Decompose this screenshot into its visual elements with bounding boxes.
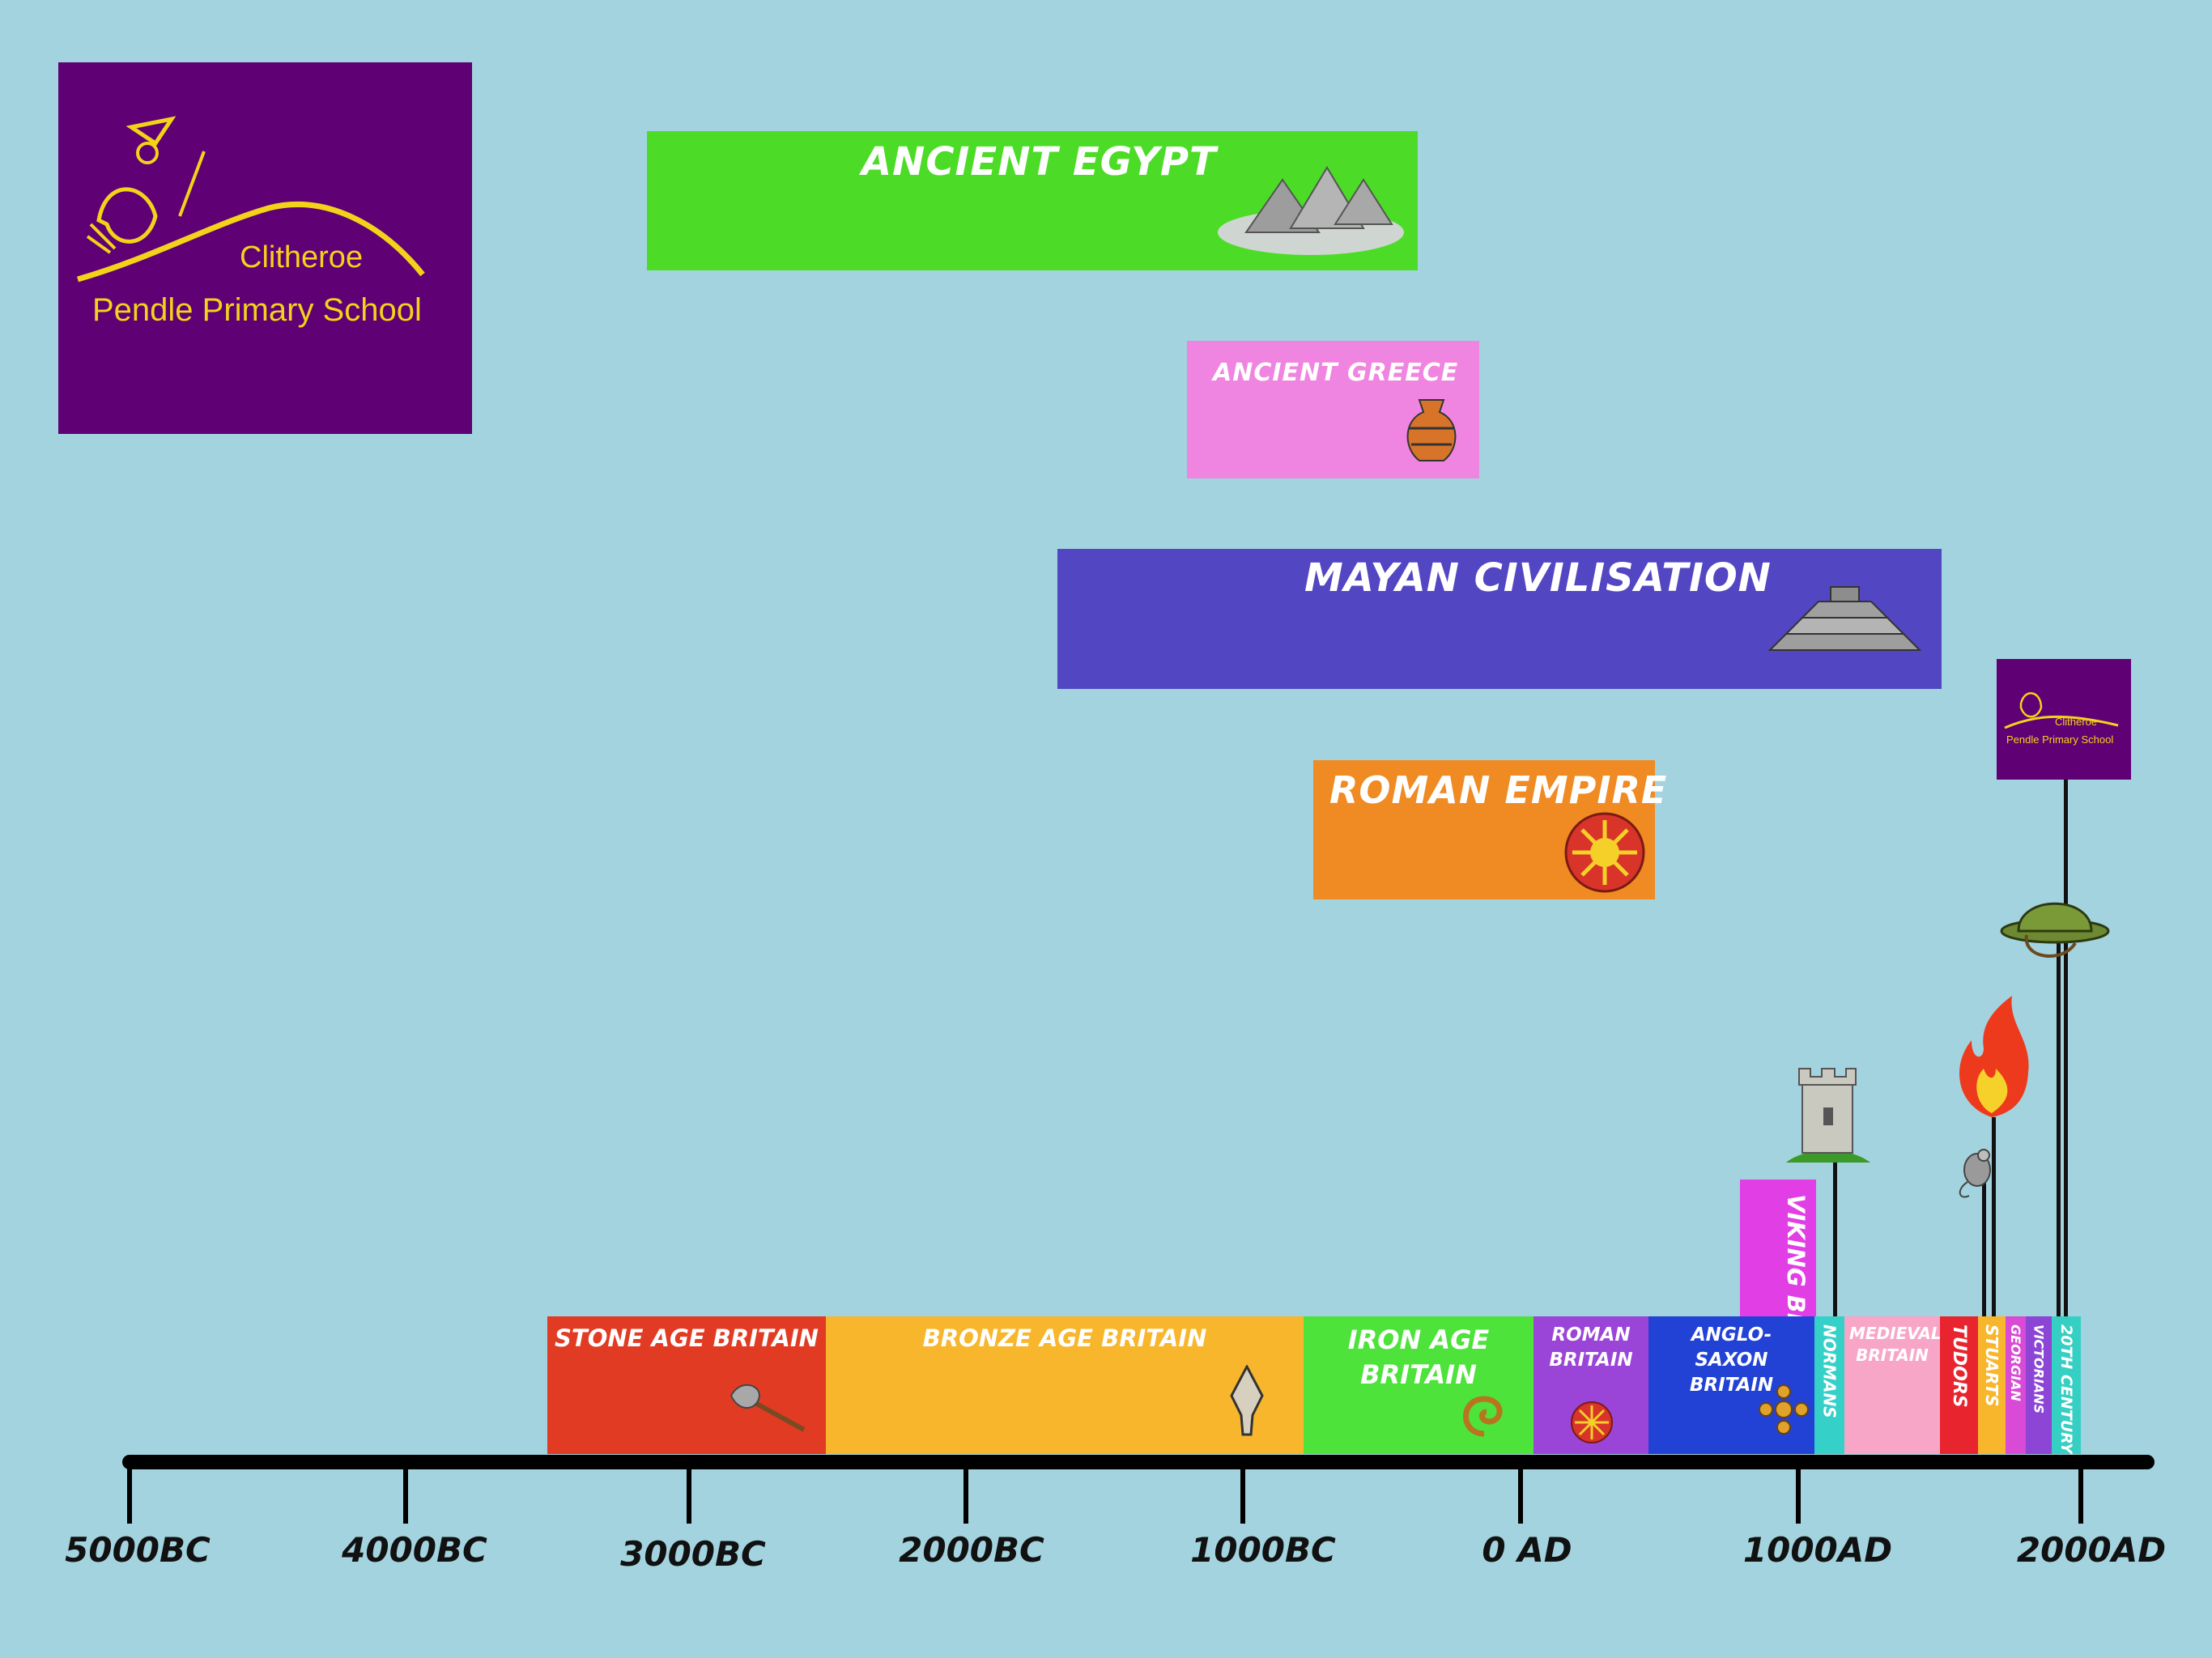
iron-torc-icon (1463, 1396, 1503, 1437)
anglo-saxon-britain-label: ANGLO-SAXON BRITAIN (1689, 1324, 1774, 1397)
medieval-britain-block: MEDIEVAL BRITAIN (1844, 1316, 1942, 1454)
school-logo: Clitheroe Pendle Primary School (58, 62, 472, 434)
witch-on-broom-icon (2004, 692, 2119, 729)
tick-label-3000bc: 3000BC (620, 1534, 766, 1574)
logo-pole (2064, 780, 2068, 1316)
stuarts-block: STUARTS (1978, 1316, 2006, 1454)
ancient-egypt-label: ANCIENT EGYPT (861, 139, 1217, 185)
mouse-pole (1982, 1174, 1986, 1316)
normans-pole (1833, 1133, 1837, 1316)
roman-empire-bar: ROMAN EMPIRE (1313, 760, 1666, 899)
roman-britain-block: ROMAN BRITAIN (1534, 1316, 1648, 1454)
stone-axe-icon (730, 1384, 806, 1432)
tick-label-4000bc: 4000BC (342, 1530, 487, 1570)
anglo-saxon-britain-block: ANGLO-SAXON BRITAIN (1648, 1316, 1814, 1454)
roman-empire-label: ROMAN EMPIRE (1329, 768, 1668, 812)
tick-label-1000ad: 1000AD (1742, 1530, 1893, 1570)
roman-britain-label: ROMAN BRITAIN (1549, 1324, 1633, 1371)
saxon-brooch-icon (1759, 1384, 1809, 1435)
stone-age-britain-label: STONE AGE BRITAIN (555, 1324, 819, 1352)
great-fire-icon (1959, 996, 2029, 1117)
witch-on-broom-icon (77, 116, 425, 283)
tick-label-2000ad: 2000AD (2016, 1530, 2167, 1570)
greek-vase-icon (1406, 399, 1457, 461)
ancient-greece-bar: ANCIENT GREECE (1187, 341, 1479, 478)
tick-label-0ad: 0 AD (1482, 1530, 1572, 1570)
fire-pole (1992, 1117, 1996, 1316)
ancient-greece-label: ANCIENT GREECE (1213, 359, 1459, 387)
victorians-block: VICTORIANS (2026, 1316, 2052, 1454)
georgian-block: GEORGIAN (2006, 1316, 2026, 1454)
normans-label: NORMANS (1819, 1324, 1840, 1418)
roman-shield-icon (1571, 1401, 1613, 1443)
logo-school-name: Pendle Primary School (92, 292, 422, 328)
small-logo-town: Clitheroe (2055, 716, 2098, 728)
logo-school-town: Clitheroe (240, 240, 364, 274)
pyramids-icon (1218, 166, 1404, 255)
stuarts-label: STUARTS (1982, 1324, 2001, 1407)
georgian-label: GEORGIAN (2008, 1324, 2023, 1401)
iron-age-britain-block: IRON AGE BRITAIN (1304, 1316, 1534, 1454)
twentieth-century-label: 20TH CENTURY (2057, 1324, 2075, 1454)
tudors-block: TUDORS (1940, 1316, 1978, 1454)
small-logo-name: Pendle Primary School (2006, 733, 2114, 746)
helmet-pole (2057, 939, 2061, 1316)
bronze-age-britain-label: BRONZE AGE BRITAIN (922, 1324, 1207, 1352)
medieval-britain-label: MEDIEVAL BRITAIN (1849, 1324, 1942, 1365)
mayan-civilisation-label: MAYAN CIVILISATION (1304, 555, 1772, 601)
stone-age-britain-block: STONE AGE BRITAIN (547, 1316, 826, 1454)
army-helmet-icon (2000, 902, 2110, 958)
tudors-label: TUDORS (1949, 1324, 1969, 1408)
castle-tower-icon (1786, 1068, 1870, 1163)
tick-label-1000bc: 1000BC (1190, 1530, 1336, 1570)
bronze-age-britain-block: BRONZE AGE BRITAIN (826, 1316, 1304, 1454)
normans-block: NORMANS (1814, 1316, 1844, 1454)
ancient-egypt-bar: ANCIENT EGYPT (647, 131, 1418, 270)
iron-age-britain-label: IRON AGE BRITAIN (1347, 1324, 1490, 1391)
twentieth-century-block: 20TH CENTURY (2052, 1316, 2081, 1454)
victorians-label: VICTORIANS (2031, 1324, 2047, 1414)
tick-label-5000bc: 5000BC (65, 1530, 211, 1570)
bronze-arrowhead-icon (1230, 1365, 1264, 1436)
tick-label-2000bc: 2000BC (899, 1530, 1044, 1570)
mayan-temple-icon (1767, 586, 1922, 651)
mayan-civilisation-bar: MAYAN CIVILISATION (1057, 549, 1942, 689)
roman-shield-icon (1564, 812, 1645, 893)
mouse-icon (1959, 1149, 1991, 1198)
present-day-school-logo: Clitheroe Pendle Primary School (1997, 659, 2131, 780)
